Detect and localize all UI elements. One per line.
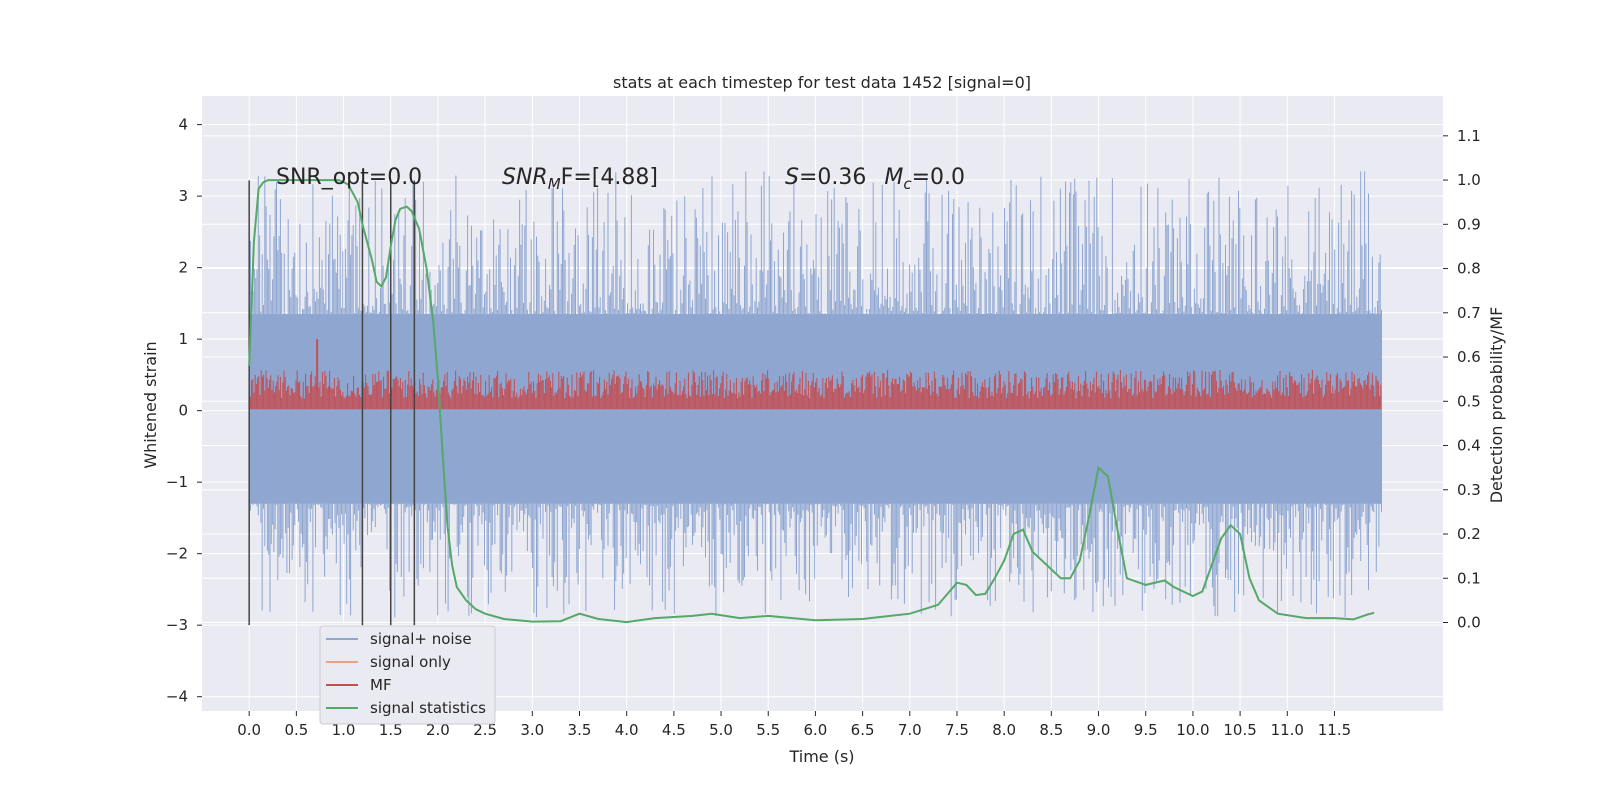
y-tick-label: −1 [166,473,188,491]
x-tick-label: 5.0 [709,721,733,739]
x-tick-label: 10.0 [1176,721,1209,739]
legend: signal+ noise signal only MF signal stat… [319,625,496,725]
y2-tick-label: 0.2 [1457,525,1481,543]
annotation-mc-post: =0.0 [912,165,965,190]
annotation-s-pre: S [785,165,799,190]
annotation-mc-sub: c [903,175,912,193]
signal-statistics-series [248,179,1375,624]
x-tick-label: 3.5 [568,721,592,739]
y2-tick-label: 0.5 [1457,392,1481,410]
x-tick-label: 4.5 [662,721,686,739]
x-tick-label: 2.5 [473,721,497,739]
x-tick-label: 4.0 [615,721,639,739]
y2-tick-label: 1.1 [1457,127,1481,145]
x-tick-label: 7.5 [945,721,969,739]
y2-tick-label: 0.8 [1457,260,1481,278]
x-tick-label: 10.5 [1223,721,1256,739]
y-tick-label: 0 [178,402,188,420]
y-tick-label: −3 [166,616,188,634]
y2-tick-label: 0.9 [1457,215,1481,233]
y2-tick-label: 0.7 [1457,304,1481,322]
annotation-snr-mf: SNRMF=[4.88] [502,165,658,193]
y-tick-label: −4 [166,688,188,706]
x-tick-label: 6.0 [803,721,827,739]
legend-box [319,625,496,725]
x-tick-label: 11.5 [1318,721,1351,739]
annotation-mc-pre: M [884,165,903,190]
legend-label-signal-noise: signal+ noise [370,630,472,648]
x-tick-label: 8.5 [1039,721,1063,739]
x-tick-label: 3.0 [520,721,544,739]
x-axis-label: Time (s) [788,747,854,766]
x-tick-label: 9.5 [1134,721,1158,739]
x-tick-label: 7.0 [898,721,922,739]
chart-title: stats at each timestep for test data 145… [613,73,1031,92]
legend-label-signal-only: signal only [370,653,451,671]
y2-tick-label: 0.1 [1457,569,1481,587]
x-tick-label: 1.0 [332,721,356,739]
annotation-snr-mf-pre: SNR [502,165,548,190]
annotation-snr-mf-sub: M [548,175,561,193]
y2-tick-label: 0.4 [1457,437,1481,455]
axes: 0.0 0.5 1.0 1.5 2.0 2.5 3.0 3.5 4.0 4.5 5.0 5.5 6.0 6… [166,116,1481,739]
y-tick-label: 4 [178,116,188,134]
y2-tick-label: 0.0 [1457,614,1481,632]
x-tick-label: 8.0 [992,721,1016,739]
y2-axis-label: Detection probability/MF [1487,307,1506,504]
y-tick-label: 1 [178,330,188,348]
y-axis-label: Whitened strain [141,341,160,468]
marker-vertical-lines [248,180,416,626]
annotation-s-mc: S=0.36 Mc=0.0 [785,165,965,193]
x-tick-label: 0.0 [237,721,261,739]
y-tick-label: 2 [178,259,188,277]
annotation-snr-mf-post: F=[4.88] [561,165,658,190]
x-tick-label: 5.5 [756,721,780,739]
x-tick-label: 2.0 [426,721,450,739]
y-tick-label: 3 [178,187,188,205]
y2-tick-label: 0.3 [1457,481,1481,499]
legend-label-signal-statistics: signal statistics [370,699,486,717]
y-tick-label: −2 [166,545,188,563]
x-tick-label: 1.5 [379,721,403,739]
x-tick-label: 11.0 [1271,721,1304,739]
legend-label-mf: MF [370,676,392,694]
x-tick-label: 6.5 [851,721,875,739]
annotation-snr-opt: SNR_opt=0.0 [276,165,422,190]
signal-statistics-line [248,179,1375,624]
x-tick-label: 9.0 [1087,721,1111,739]
annotation-s-post: =0.36 [799,165,866,190]
x-tick-label: 0.5 [284,721,308,739]
y2-tick-label: 1.0 [1457,171,1481,189]
y2-tick-label: 0.6 [1457,348,1481,366]
